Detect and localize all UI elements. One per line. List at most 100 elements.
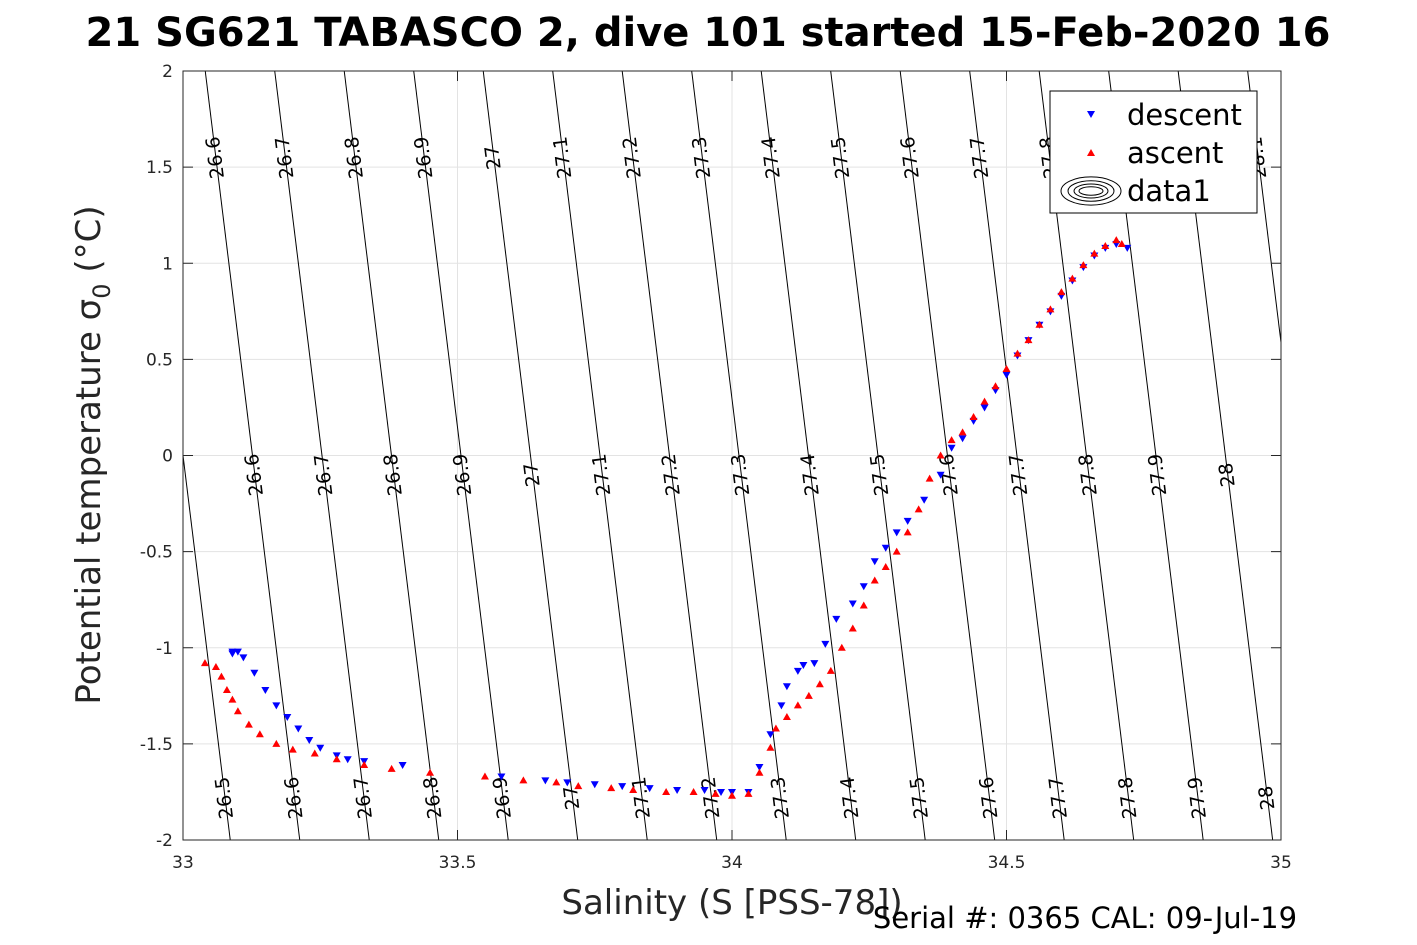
ascent-marker bbox=[980, 397, 989, 405]
y-tick-label: 0.5 bbox=[146, 350, 173, 370]
density-contour-line bbox=[183, 451, 231, 840]
ascent-marker bbox=[288, 745, 297, 753]
contour-label: 27.5 bbox=[827, 135, 854, 180]
descent-marker bbox=[920, 496, 929, 504]
legend-label-data1: data1 bbox=[1127, 174, 1211, 208]
y-tick-label: 1.5 bbox=[146, 158, 173, 178]
density-contour-line bbox=[343, 71, 440, 840]
x-tick-label: 34 bbox=[721, 853, 743, 873]
density-contour-line bbox=[621, 71, 718, 840]
contour-label: 27.6 bbox=[976, 775, 1003, 820]
ascent-marker bbox=[1002, 364, 1011, 372]
descent-marker bbox=[497, 773, 506, 781]
ascent-marker bbox=[272, 739, 281, 747]
ascent-marker bbox=[848, 624, 857, 632]
ascent-marker bbox=[1068, 274, 1077, 282]
ascent-marker bbox=[1112, 236, 1121, 244]
ascent-marker bbox=[793, 701, 802, 709]
ascent-marker bbox=[947, 436, 956, 444]
x-tick-label: 35 bbox=[1270, 853, 1292, 873]
ascent-marker bbox=[837, 643, 846, 651]
contour-label: 27.4 bbox=[797, 452, 824, 497]
contour-labels: 26.5 26.6 26.6 26.6 26.7 26.7 26.7 26.8 26.8 26.8… bbox=[202, 135, 1279, 820]
descent-marker bbox=[700, 787, 709, 795]
contour-label: 27 bbox=[520, 461, 545, 488]
ascent-marker bbox=[969, 413, 978, 421]
ascent-marker bbox=[1117, 240, 1126, 248]
contour-label: 27.7 bbox=[1005, 452, 1032, 497]
descent-marker bbox=[766, 731, 775, 739]
density-contour-line bbox=[760, 71, 857, 840]
descent-marker bbox=[294, 725, 303, 733]
descent-marker bbox=[947, 444, 956, 452]
legend: descent ascent data1 bbox=[1049, 90, 1258, 214]
legend-contour-symbol bbox=[1067, 180, 1115, 202]
contour-label: 26.5 bbox=[211, 775, 238, 820]
descent-marker bbox=[810, 660, 819, 668]
legend-descent-marker bbox=[1087, 111, 1095, 118]
descent-marker bbox=[590, 781, 599, 789]
ascent-marker bbox=[662, 787, 671, 795]
descent-marker bbox=[398, 762, 407, 770]
descent-marker bbox=[717, 788, 726, 796]
ascent-marker bbox=[1057, 288, 1066, 296]
contour-label: 27 bbox=[481, 144, 506, 171]
ascent-marker bbox=[782, 712, 791, 720]
y-tick-label: -2 bbox=[156, 831, 173, 851]
ascent-marker bbox=[958, 428, 967, 436]
ascent-marker bbox=[1013, 349, 1022, 357]
contour-label: 27.2 bbox=[619, 135, 646, 180]
ascent-marker bbox=[755, 768, 764, 776]
y-tick-label: 1 bbox=[162, 254, 173, 274]
y-axis-label-unit: (°C) bbox=[69, 205, 109, 283]
density-contour-line bbox=[274, 71, 370, 840]
ascent-marker bbox=[222, 686, 231, 694]
descent-marker bbox=[958, 435, 967, 443]
contour-label: 27.3 bbox=[688, 135, 715, 180]
data-series bbox=[200, 236, 1132, 799]
contour-label: 27.4 bbox=[758, 135, 785, 180]
descent-marker bbox=[250, 669, 259, 677]
descent-marker bbox=[239, 654, 248, 662]
density-contour-line bbox=[830, 71, 926, 840]
contour-label: 27.7 bbox=[1045, 775, 1072, 820]
contour-label: 27.9 bbox=[1144, 452, 1171, 497]
descent-marker bbox=[881, 544, 890, 552]
ascent-marker bbox=[711, 789, 720, 797]
descent-marker bbox=[793, 667, 802, 675]
contour-label: 27.1 bbox=[588, 452, 615, 497]
descent-marker bbox=[799, 662, 808, 670]
contour-label: 27.3 bbox=[727, 452, 754, 497]
legend-label-descent: descent bbox=[1127, 98, 1242, 132]
ascent-marker bbox=[804, 691, 813, 699]
ascent-marker bbox=[881, 563, 890, 571]
y-tick-label: 2 bbox=[162, 62, 173, 82]
contour-label: 26.6 bbox=[202, 135, 229, 180]
x-tick-label: 34.5 bbox=[988, 853, 1026, 873]
descent-marker bbox=[261, 687, 270, 695]
descent-marker bbox=[316, 744, 325, 752]
legend-contour-symbol bbox=[1078, 186, 1104, 196]
legend-label-ascent: ascent bbox=[1127, 136, 1223, 170]
ascent-marker bbox=[936, 451, 945, 459]
contour-label: 27.6 bbox=[897, 135, 924, 180]
y-tick-label: -1 bbox=[156, 639, 173, 659]
descent-marker bbox=[563, 779, 572, 787]
descent-marker bbox=[936, 471, 945, 479]
ascent-marker bbox=[360, 761, 369, 769]
legend-contour-symbol bbox=[1073, 183, 1109, 199]
density-contour-line bbox=[413, 71, 509, 840]
chart-title: 21 SG621 TABASCO 2, dive 101 started 15-… bbox=[86, 10, 1331, 56]
descent-marker bbox=[777, 702, 786, 710]
y-tick-label: 0 bbox=[162, 447, 173, 467]
ascent-marker bbox=[826, 666, 835, 674]
ascent-marker bbox=[1079, 261, 1088, 269]
x-tick-label: 33.5 bbox=[439, 853, 477, 873]
descent-marker bbox=[343, 756, 352, 764]
ascent-marker bbox=[519, 776, 528, 784]
descent-marker bbox=[782, 683, 791, 691]
descent-marker bbox=[673, 787, 682, 795]
legend-contour-symbol bbox=[1060, 176, 1122, 206]
contour-label: 26.8 bbox=[380, 452, 407, 497]
